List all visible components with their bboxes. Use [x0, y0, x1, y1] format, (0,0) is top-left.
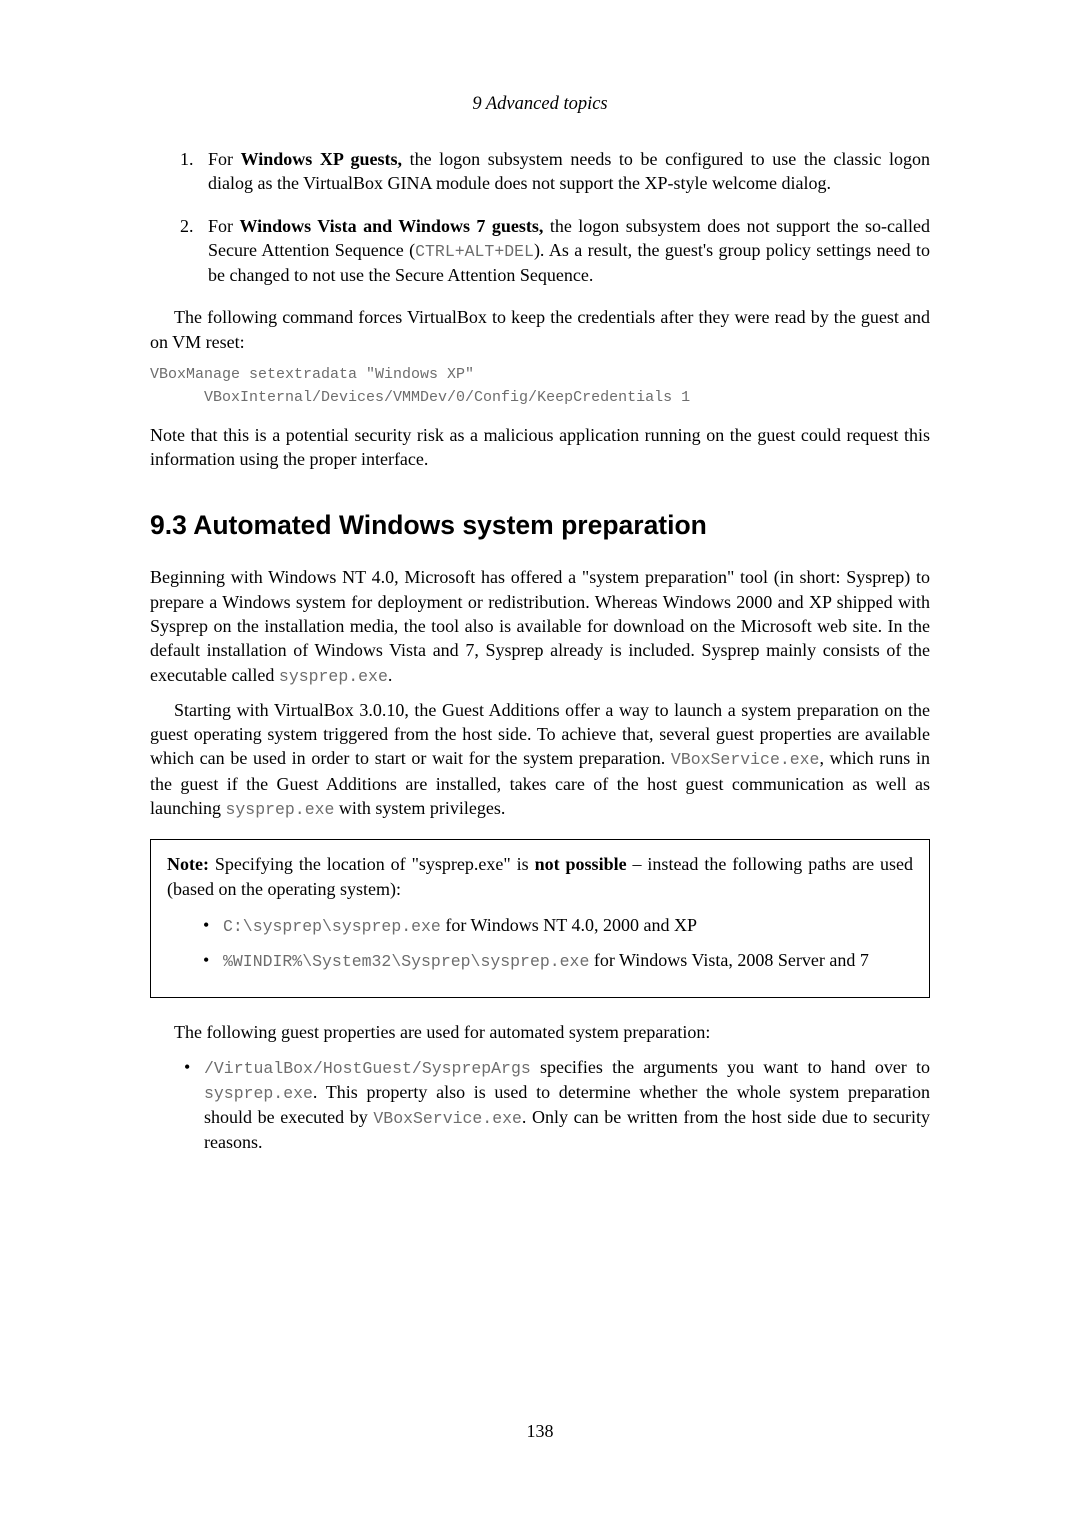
text-fragment: specifies the arguments you want to hand… [531, 1057, 930, 1077]
inline-code: VBoxService.exe [373, 1109, 522, 1128]
inline-code: sysprep.exe [225, 800, 334, 819]
inline-code: /VirtualBox/HostGuest/SysprepArgs [204, 1059, 531, 1078]
inline-code: CTRL+ALT+DEL [415, 242, 534, 261]
chapter-header: 9 Advanced topics [150, 92, 930, 117]
item-text: For Windows XP guests, the logon subsyst… [208, 147, 930, 196]
bullet-icon: • [184, 1055, 204, 1155]
code-line: VBoxManage setextradata "Windows XP" [150, 366, 474, 383]
code-line: VBoxInternal/Devices/VMMDev/0/Config/Kee… [150, 389, 690, 406]
paragraph: The following guest properties are used … [150, 1020, 930, 1044]
paragraph: Beginning with Windows NT 4.0, Microsoft… [150, 565, 930, 687]
bold-text: Windows Vista and Windows 7 guests, [239, 216, 543, 236]
list-item: • C:\sysprep\sysprep.exe for Windows NT … [203, 913, 913, 938]
inline-code: sysprep.exe [204, 1084, 313, 1103]
bullet-icon: • [203, 913, 223, 938]
list-item: • %WINDIR%\System32\Sysprep\sysprep.exe … [203, 948, 913, 973]
bold-text: not possible [535, 854, 627, 874]
text-fragment: with system privileges. [334, 798, 505, 818]
text-fragment: Specifying the location of "sysprep.exe"… [209, 854, 535, 874]
item-text: %WINDIR%\System32\Sysprep\sysprep.exe fo… [223, 948, 913, 973]
text-fragment: . [388, 665, 393, 685]
paragraph: Note that this is a potential security r… [150, 423, 930, 472]
page-number: 138 [0, 1419, 1080, 1443]
list-item: 2. For Windows Vista and Windows 7 guest… [180, 214, 930, 288]
note-box: Note: Specifying the location of "syspre… [150, 839, 930, 998]
bold-text: Windows XP guests, [241, 149, 402, 169]
text-fragment: Beginning with Windows NT 4.0, Microsoft… [150, 567, 930, 684]
bullet-list: • /VirtualBox/HostGuest/SysprepArgs spec… [150, 1055, 930, 1155]
item-text: C:\sysprep\sysprep.exe for Windows NT 4.… [223, 913, 913, 938]
text-fragment: for Windows Vista, 2008 Server and 7 [589, 950, 869, 970]
section-heading: 9.3 Automated Windows system preparation [150, 508, 930, 544]
inline-code: %WINDIR%\System32\Sysprep\sysprep.exe [223, 952, 589, 971]
inline-code: C:\sysprep\sysprep.exe [223, 917, 441, 936]
text-fragment: For [208, 216, 239, 236]
item-text: /VirtualBox/HostGuest/SysprepArgs specif… [204, 1055, 930, 1155]
item-number: 2. [180, 214, 208, 288]
paragraph: The following command forces VirtualBox … [150, 305, 930, 354]
paragraph: Starting with VirtualBox 3.0.10, the Gue… [150, 698, 930, 821]
bullet-icon: • [203, 948, 223, 973]
note-lead: Note: Specifying the location of "syspre… [167, 852, 913, 901]
code-block: VBoxManage setextradata "Windows XP" VBo… [150, 364, 930, 409]
text-fragment: For [208, 149, 241, 169]
list-item: • /VirtualBox/HostGuest/SysprepArgs spec… [184, 1055, 930, 1155]
note-bullet-list: • C:\sysprep\sysprep.exe for Windows NT … [167, 913, 913, 974]
item-number: 1. [180, 147, 208, 196]
text-fragment: for Windows NT 4.0, 2000 and XP [441, 915, 697, 935]
inline-code: sysprep.exe [279, 667, 388, 686]
item-text: For Windows Vista and Windows 7 guests, … [208, 214, 930, 288]
inline-code: VBoxService.exe [671, 750, 820, 769]
list-item: 1. For Windows XP guests, the logon subs… [180, 147, 930, 196]
numbered-list: 1. For Windows XP guests, the logon subs… [150, 147, 930, 287]
note-label: Note: [167, 854, 209, 874]
